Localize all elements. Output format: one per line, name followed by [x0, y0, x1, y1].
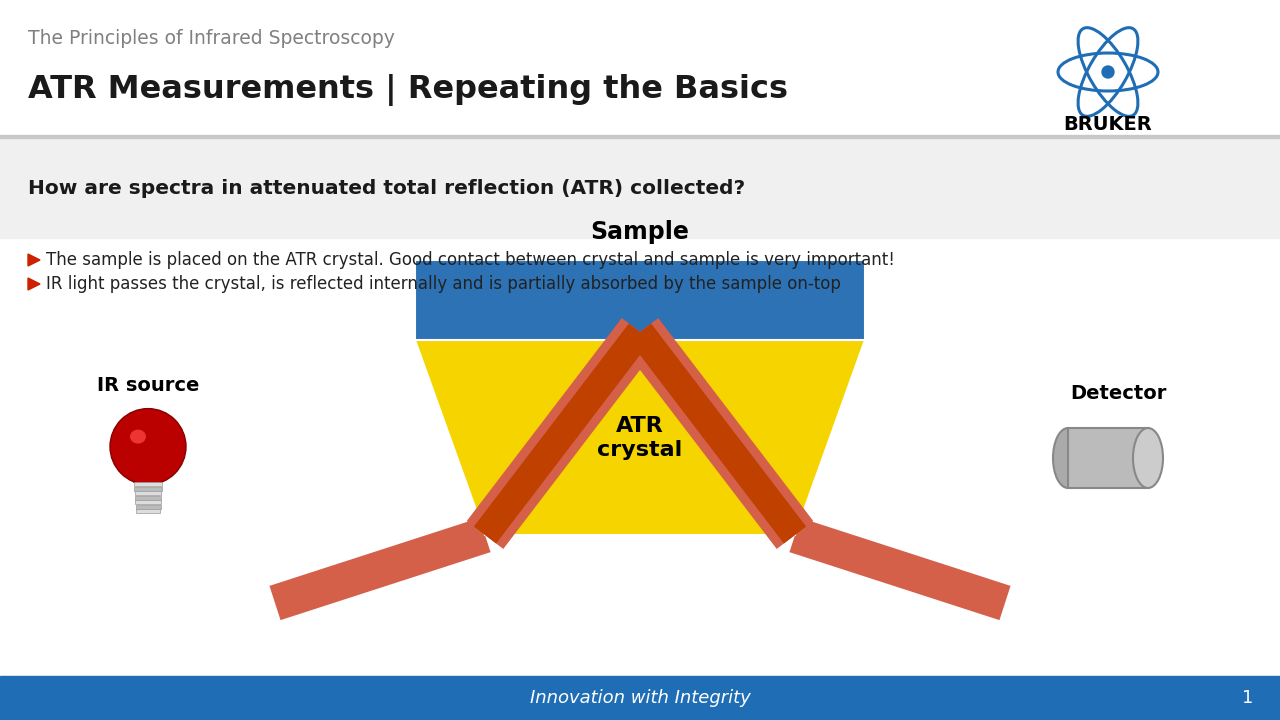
- Text: How are spectra in attenuated total reflection (ATR) collected?: How are spectra in attenuated total refl…: [28, 179, 745, 197]
- Bar: [136, 505, 160, 508]
- Text: IR light passes the crystal, is reflected internally and is partially absorbed b: IR light passes the crystal, is reflecte…: [46, 275, 841, 293]
- Polygon shape: [467, 318, 658, 549]
- Circle shape: [110, 409, 186, 485]
- Bar: [0, 135, 1280, 138]
- Bar: [134, 487, 161, 490]
- Bar: [134, 482, 163, 486]
- Text: ATR: ATR: [616, 415, 664, 436]
- Bar: [134, 495, 161, 500]
- Bar: [136, 500, 161, 504]
- Polygon shape: [270, 518, 490, 620]
- Text: crystal: crystal: [598, 439, 682, 459]
- Text: 1: 1: [1243, 689, 1253, 707]
- Bar: [0, 676, 1280, 720]
- Polygon shape: [415, 340, 865, 535]
- Polygon shape: [628, 323, 806, 544]
- Ellipse shape: [131, 430, 146, 444]
- Polygon shape: [474, 323, 652, 544]
- Bar: [136, 509, 160, 513]
- Bar: [415, 260, 865, 340]
- Polygon shape: [622, 318, 813, 549]
- Ellipse shape: [1133, 428, 1164, 488]
- Text: Innovation with Integrity: Innovation with Integrity: [530, 689, 750, 707]
- Text: Detector: Detector: [1070, 384, 1166, 402]
- Bar: [0, 138, 1280, 238]
- Polygon shape: [28, 278, 40, 290]
- Bar: [1068, 428, 1148, 488]
- Polygon shape: [115, 467, 180, 483]
- Text: The Principles of Infrared Spectroscopy: The Principles of Infrared Spectroscopy: [28, 29, 394, 48]
- Ellipse shape: [1053, 428, 1083, 488]
- Text: IR source: IR source: [97, 376, 200, 395]
- Bar: [134, 491, 161, 495]
- Text: The sample is placed on the ATR crystal. Good contact between crystal and sample: The sample is placed on the ATR crystal.…: [46, 251, 895, 269]
- Polygon shape: [790, 518, 1010, 620]
- Text: Sample: Sample: [590, 220, 690, 244]
- Text: BRUKER: BRUKER: [1064, 114, 1152, 133]
- Polygon shape: [28, 254, 40, 266]
- Text: ATR Measurements | Repeating the Basics: ATR Measurements | Repeating the Basics: [28, 74, 788, 106]
- Circle shape: [1102, 66, 1114, 78]
